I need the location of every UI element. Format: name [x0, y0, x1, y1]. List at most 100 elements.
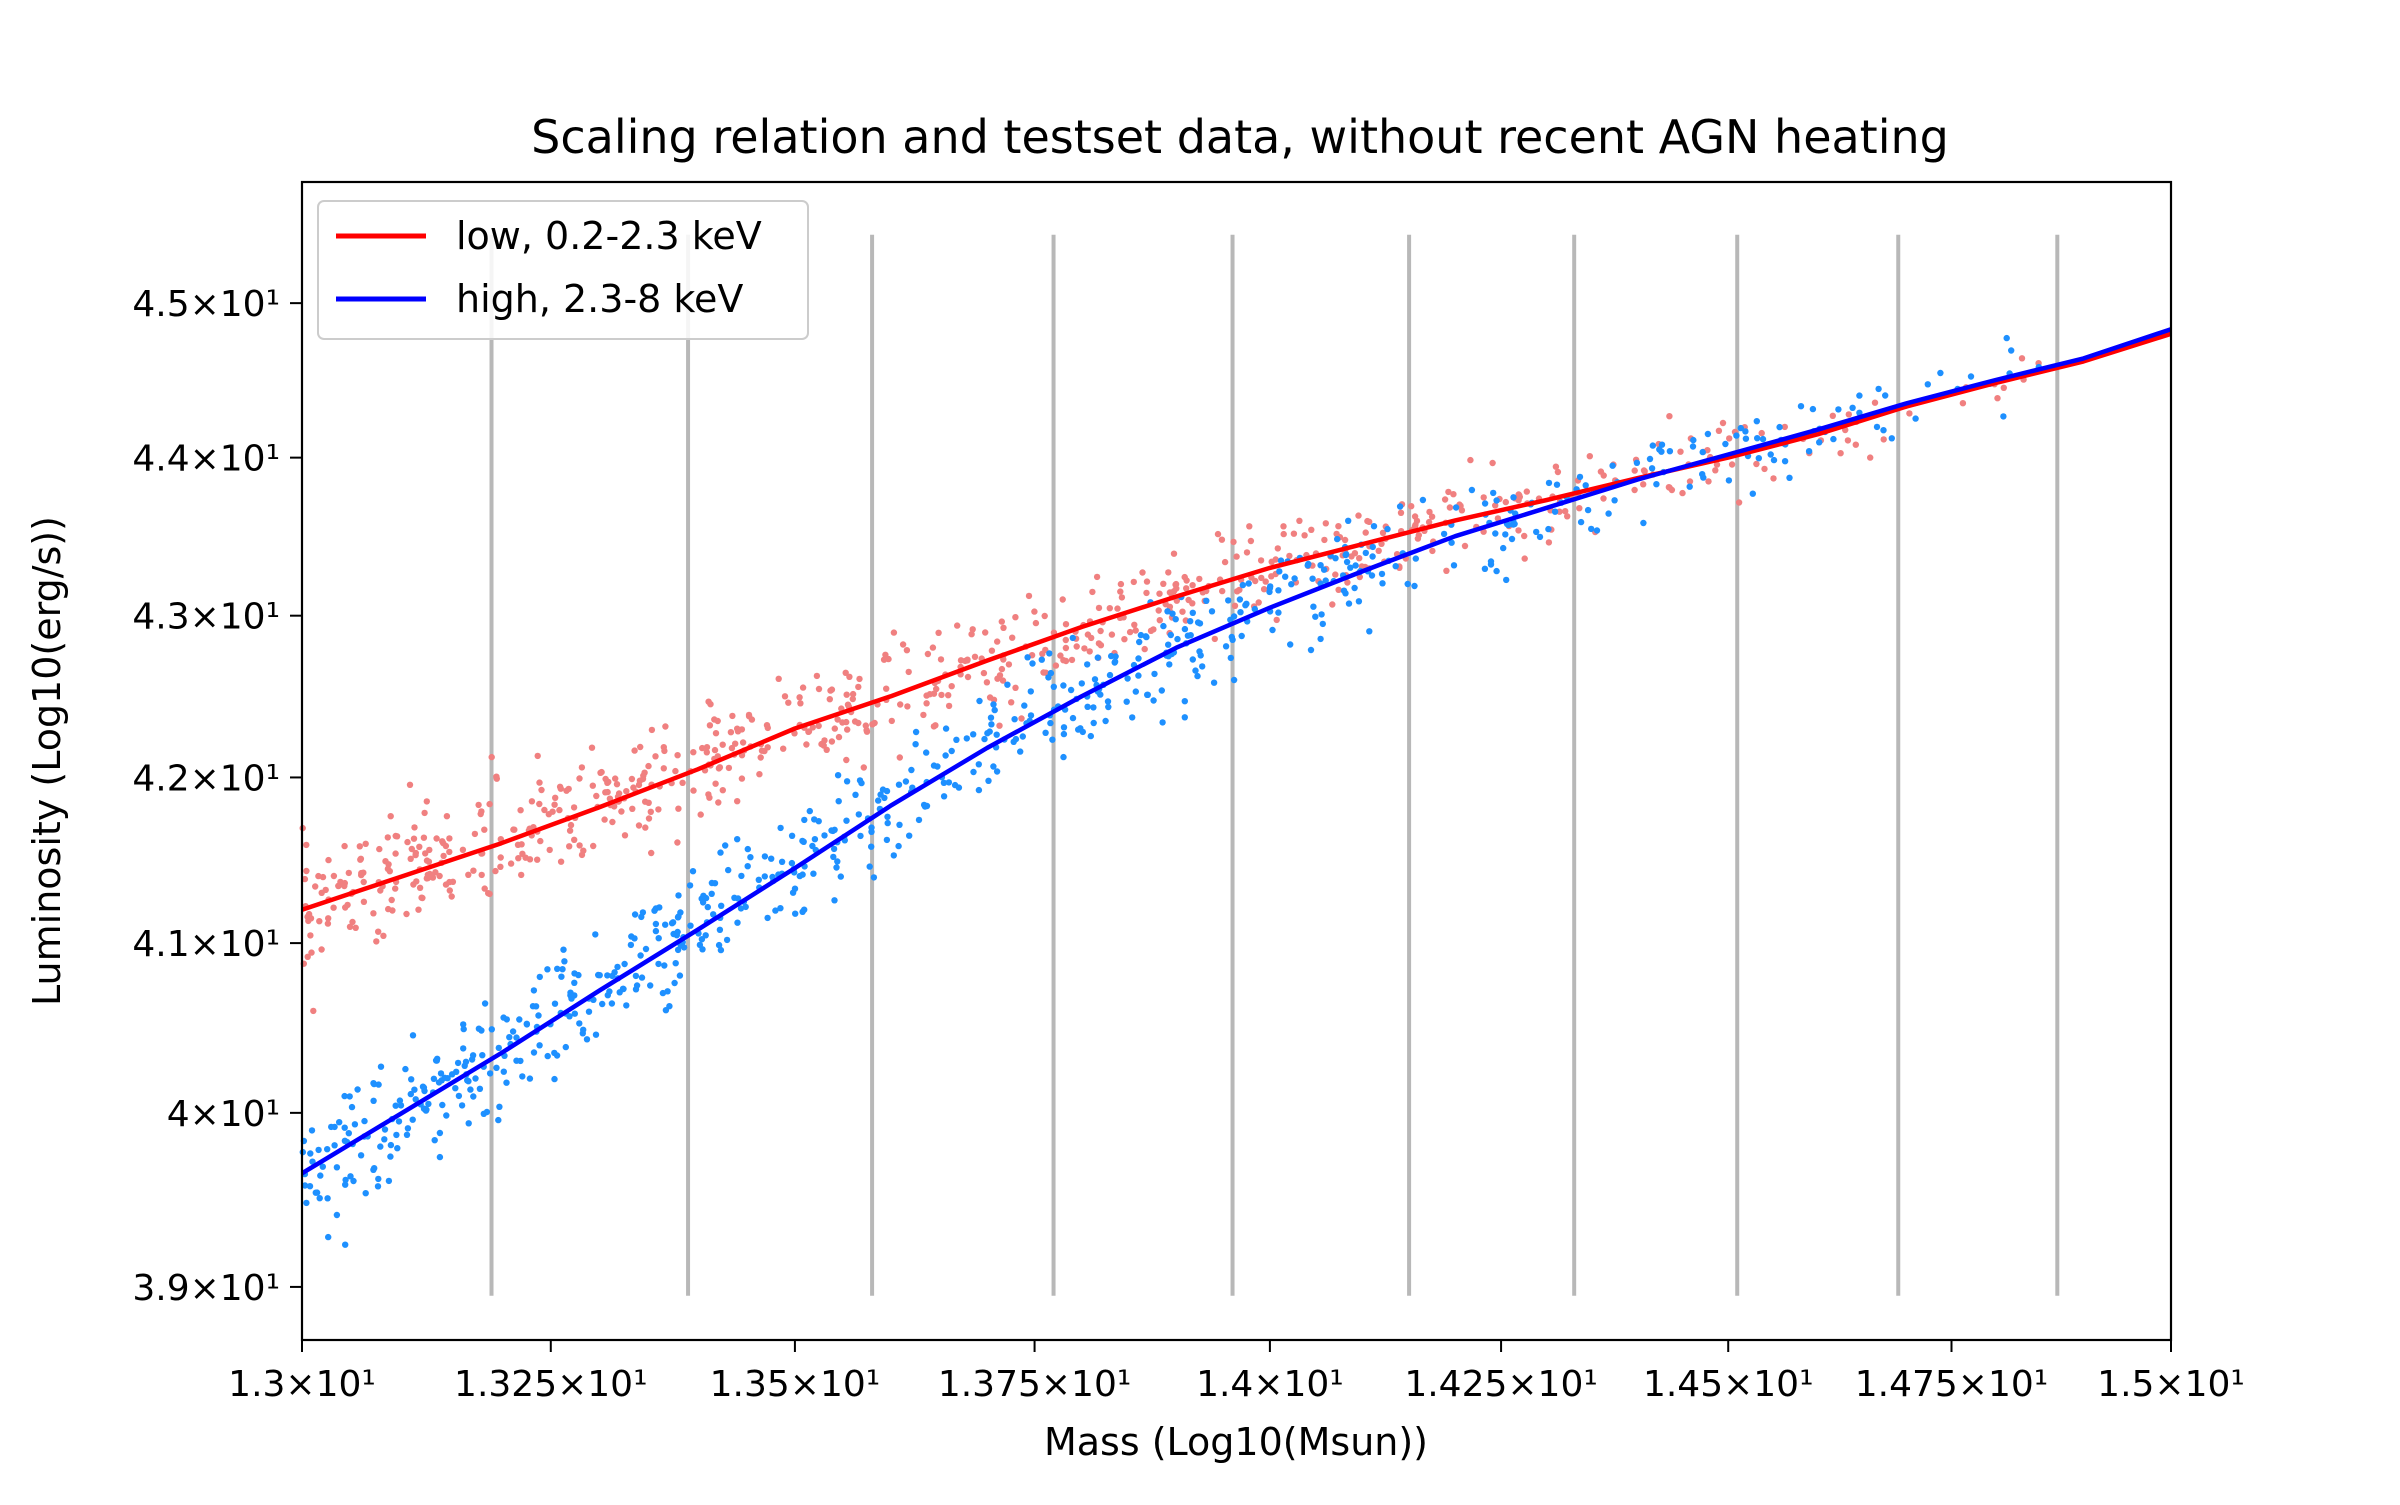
data-point — [715, 941, 723, 949]
data-point — [1758, 429, 1765, 437]
data-point — [1038, 656, 1046, 663]
data-point — [799, 871, 806, 878]
data-point — [535, 1012, 542, 1019]
data-point — [341, 1092, 348, 1100]
data-point — [534, 856, 541, 863]
data-point — [604, 788, 611, 796]
data-point — [580, 847, 587, 854]
data-point — [796, 694, 803, 701]
data-point — [792, 910, 799, 917]
data-point — [485, 890, 492, 897]
data-point — [883, 787, 891, 795]
data-point — [1179, 608, 1186, 615]
data-point — [920, 801, 928, 809]
data-point — [885, 655, 892, 663]
data-point — [431, 1137, 438, 1144]
data-point — [686, 882, 694, 889]
data-point — [536, 800, 543, 808]
data-point — [923, 700, 930, 707]
data-point — [707, 701, 714, 708]
data-point — [1754, 435, 1761, 442]
data-point — [1446, 504, 1454, 511]
data-point — [929, 644, 937, 651]
data-point — [1888, 435, 1896, 442]
data-point — [1084, 703, 1091, 710]
data-point — [1332, 555, 1339, 562]
data-point — [1753, 418, 1761, 425]
data-point — [1136, 638, 1143, 646]
data-point — [945, 692, 952, 699]
data-point — [301, 875, 309, 883]
data-point — [571, 979, 578, 986]
data-point — [1759, 435, 1767, 443]
data-point — [1413, 517, 1421, 525]
data-point — [1312, 613, 1319, 620]
data-point — [1194, 672, 1201, 680]
data-point — [1441, 496, 1449, 503]
data-point — [561, 958, 568, 965]
data-point — [734, 919, 741, 926]
y-tick-label-0: 3.9×10¹ — [132, 1268, 280, 1309]
data-point — [472, 1075, 479, 1082]
data-point — [518, 871, 525, 879]
data-point — [1155, 607, 1162, 614]
data-point — [1576, 505, 1583, 512]
data-point — [955, 784, 963, 791]
data-point — [975, 761, 982, 768]
data-point — [356, 843, 363, 850]
data-point — [1321, 536, 1328, 544]
x-tick-label-6: 1.45×10¹ — [1643, 1364, 1814, 1405]
data-point — [377, 1143, 384, 1150]
data-point — [660, 765, 667, 772]
data-point — [393, 1131, 400, 1139]
data-point — [1704, 430, 1712, 438]
data-point — [1343, 558, 1351, 566]
data-point — [843, 691, 850, 698]
data-point — [629, 805, 636, 812]
data-point — [734, 728, 742, 735]
data-point — [1114, 605, 1121, 612]
data-point — [609, 818, 616, 826]
x-tick-label-8: 1.5×10¹ — [2097, 1364, 2245, 1405]
data-point — [1187, 632, 1194, 639]
data-point — [890, 852, 897, 859]
data-point — [578, 764, 586, 771]
data-point — [849, 690, 857, 698]
data-point — [1356, 555, 1363, 562]
data-point — [1196, 575, 1203, 583]
data-point — [497, 854, 504, 861]
data-point — [1450, 562, 1458, 569]
data-point — [304, 953, 311, 960]
data-point — [595, 971, 602, 979]
data-point — [460, 1025, 467, 1033]
data-point — [470, 1093, 477, 1100]
data-point — [826, 696, 833, 703]
data-point — [1060, 682, 1067, 689]
legend: low, 0.2-2.3 keV high, 2.3-8 keV — [317, 200, 809, 340]
data-point — [1245, 580, 1252, 587]
data-point — [1689, 443, 1697, 450]
data-point — [317, 1172, 324, 1179]
data-point — [1362, 529, 1369, 536]
data-point — [529, 1003, 537, 1010]
data-point — [1666, 413, 1673, 420]
data-point — [1045, 674, 1052, 681]
data-point — [642, 824, 649, 831]
data-point — [1258, 574, 1265, 582]
data-point — [821, 737, 828, 744]
data-point — [1160, 580, 1167, 587]
data-point — [828, 686, 836, 693]
data-point — [537, 837, 544, 845]
data-point — [1282, 573, 1289, 580]
data-point — [1500, 544, 1507, 552]
data-point — [1057, 652, 1064, 659]
legend-box — [317, 200, 809, 340]
data-point — [609, 972, 616, 980]
data-point — [1742, 428, 1749, 435]
data-point — [920, 711, 927, 719]
data-point — [557, 785, 564, 792]
data-point — [994, 638, 1001, 645]
series-line-1 — [300, 327, 2172, 1176]
data-point — [843, 718, 850, 726]
data-point — [1490, 489, 1497, 497]
